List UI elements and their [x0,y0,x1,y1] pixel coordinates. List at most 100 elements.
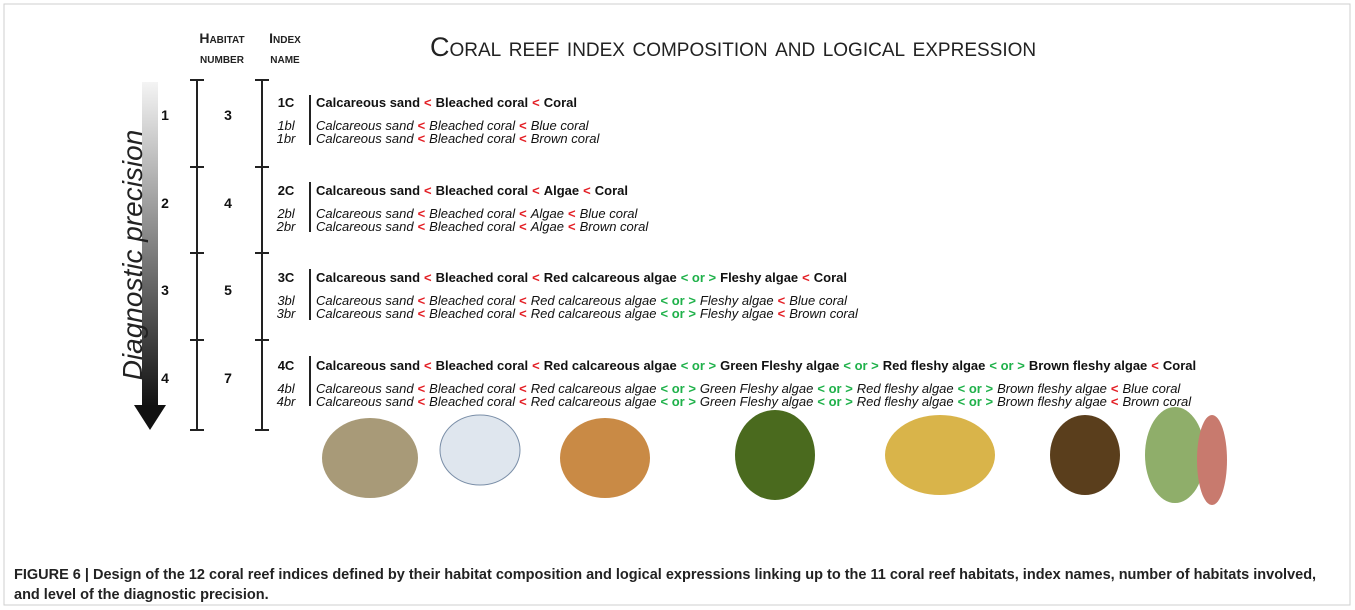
precision-level: 1 [161,107,169,123]
habitat-term: Bleached coral [429,380,516,396]
habitat-term: Bleached coral [429,118,516,133]
index-name: 1C [277,95,295,110]
operator: < or > [957,393,994,409]
habitat-term: Red fleshy algae [856,393,954,409]
operator: < or > [957,380,994,396]
habitat-count: 7 [224,369,232,386]
habitat-term: Green Fleshy algae [699,393,814,409]
habitat-term: Calcareous sand [316,380,414,396]
operator: < [777,306,786,321]
operator: < or > [680,270,717,285]
operator: < [532,182,540,198]
operator: < [519,118,527,133]
operator: < [519,393,527,409]
expression: Calcareous sand < Bleached coral < Brown cor… [316,131,603,146]
index-name: 2br [276,218,296,234]
operator: < [519,293,527,308]
figure-title: Coral reef index composition and logical… [430,32,1037,62]
index-name: 4C [277,357,295,373]
operator: < or > [680,357,717,373]
operator: < [417,306,426,321]
habitat-count: 3 [224,107,232,123]
sand-image [322,418,418,498]
habitat-term: Brown fleshy algae [1028,357,1148,373]
habitat-term: Brown coral [530,131,600,146]
habitat-term: Fleshy algae [699,293,774,308]
habitat-term: Algae [530,218,564,234]
habitat-term: Bleached coral [429,218,516,234]
habitat-term: Red calcareous algae [543,357,677,373]
operator: < [424,182,432,198]
habitat-term: Red calcareous algae [530,380,657,396]
operator: < [802,270,810,285]
habitat-term: Blue coral [530,118,589,133]
habitat-term: Coral [1162,357,1197,373]
operator: < [417,205,426,221]
operator: < [532,95,540,110]
habitat-term: Brown fleshy algae [997,393,1107,409]
blue-coral-image [1145,407,1205,503]
header-line: name [270,50,300,66]
precision-arrow-head [134,405,166,430]
habitat-term: Calcareous sand [316,218,414,234]
index-name: 1bl [277,118,295,133]
expression: Calcareous sand < Bleached coral < Algae < Blu… [316,206,641,221]
index-name: 3br [276,306,296,321]
operator: < [532,270,540,285]
operator: < [519,306,527,321]
habitat-term: Red calcareous algae [530,306,657,321]
operator: < [519,218,527,234]
operator: < [424,357,432,373]
habitat-term: Green Fleshy algae [720,357,840,373]
brown-coral-image [1197,415,1227,505]
habitat-term: Fleshy algae [720,270,799,285]
habitat-term: Green Fleshy algae [699,380,814,396]
bleached-coral-image [439,414,521,486]
habitat-term: Calcareous sand [316,393,414,409]
habitat-term: Blue coral [789,293,848,308]
column-header: Index name [245,28,325,68]
habitat-term: Red fleshy algae [856,380,954,396]
habitat-term: Red calcareous algae [530,393,657,409]
red-calcareous-algae-image [560,418,650,498]
habitat-term: Bleached coral [429,293,516,308]
red-fleshy-algae-image [885,415,995,495]
habitat-term: Red fleshy algae [882,357,986,373]
operator: < [777,293,786,308]
operator: < [519,380,527,396]
index-name: 2bl [277,205,295,221]
operator: < or > [660,393,696,409]
habitat-term: Bleached coral [429,205,516,221]
expression: Calcareous sand < Bleached coral < Red calca… [316,358,1200,373]
operator: < [417,131,426,146]
expression: Calcareous sand < Bleached coral < Blue cora… [316,118,593,133]
habitat-term: Brown coral [579,218,649,234]
habitat-count: 4 [224,194,232,211]
habitat-term: Coral [813,270,847,285]
operator: < [1151,357,1159,373]
habitat-term: Calcareous sand [316,95,421,110]
operator: < [417,218,426,234]
operator: < [424,270,432,285]
green-algae-image [735,410,815,500]
operator: < [519,131,527,146]
index-name: 3bl [277,293,295,308]
habitat-term: Fleshy algae [699,306,774,321]
habitat-term: Coral [594,182,628,198]
operator: < or > [660,380,696,396]
habitat-term: Calcareous sand [316,293,414,308]
caption: FIGURE 6 | Design of the 12 coral reef i… [14,567,1317,603]
operator: < [417,380,426,396]
operator: < or > [660,306,696,321]
expression: Calcareous sand < Bleached coral < Algae < Cor… [316,183,632,198]
operator: < [583,182,591,198]
operator: < [519,205,527,221]
habitat-term: Calcareous sand [316,182,421,198]
expression: Calcareous sand < Bleached coral < Algae < Bro… [316,219,652,234]
habitat-term: Calcareous sand [316,205,414,221]
habitat-term: Blue coral [1122,380,1181,396]
habitat-term: Bleached coral [435,182,529,198]
habitat-term: Calcareous sand [316,118,414,133]
precision-arrow-shaft [142,82,158,407]
precision-level: 4 [161,369,169,386]
